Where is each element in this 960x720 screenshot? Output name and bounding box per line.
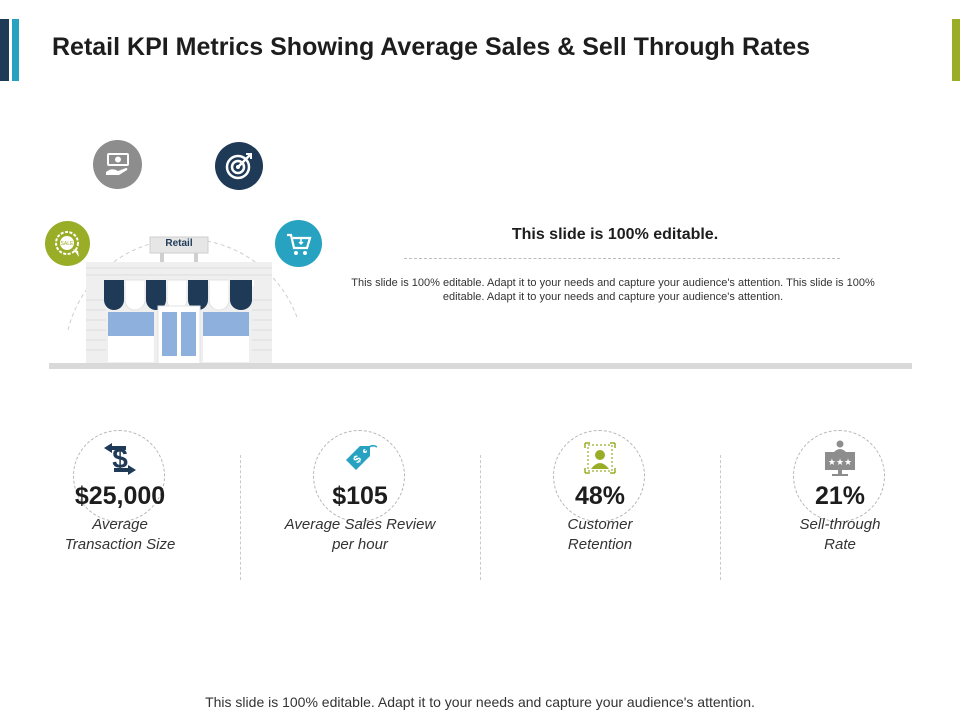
retail-scene: Retail SALE xyxy=(45,140,322,365)
accent-bar-green xyxy=(952,19,960,81)
svg-text:SALE: SALE xyxy=(60,241,73,247)
kpi-label-line: per hour xyxy=(332,536,388,553)
kpi-ring xyxy=(553,430,645,522)
kpi-value: 48% xyxy=(574,482,626,510)
kpi-label: Sell-through Rate xyxy=(735,515,945,555)
sale-seal-icon: SALE xyxy=(45,221,90,266)
kpi-label: Average Sales Review per hour xyxy=(255,515,465,555)
svg-text:★★★: ★★★ xyxy=(828,458,852,468)
kpi-separator xyxy=(480,455,481,580)
kpi-ring xyxy=(793,430,885,522)
svg-text:$: $ xyxy=(112,443,128,474)
customer-icon xyxy=(580,438,620,478)
page-title: Retail KPI Metrics Showing Average Sales… xyxy=(52,33,811,61)
target-icon xyxy=(215,142,263,190)
store-sign-label: Retail xyxy=(165,238,193,249)
info-body: This slide is 100% editable. Adapt it to… xyxy=(351,277,875,303)
kpi-label-line: Average xyxy=(92,516,148,533)
dollar-exchange-icon: $ xyxy=(100,438,140,478)
kpi-label: Customer Retention xyxy=(495,515,705,555)
ground-line xyxy=(49,363,912,369)
kpi-value: $105 xyxy=(332,482,388,510)
price-tag-icon: $ xyxy=(340,438,380,478)
footer-note: This slide is 100% editable. Adapt it to… xyxy=(205,694,755,710)
money-hand-icon xyxy=(93,140,142,189)
kpi-separator xyxy=(720,455,721,580)
shopping-cart-icon xyxy=(275,220,322,267)
kpi-label-line: Rate xyxy=(824,536,856,553)
kpi-label-line: Customer xyxy=(567,516,633,533)
kpi-label-line: Average Sales Review xyxy=(284,516,436,533)
rating-board-icon: ★★★ xyxy=(820,438,860,478)
kpi-ring xyxy=(73,430,165,522)
accent-bar-navy xyxy=(0,19,9,81)
kpi-label-line: Transaction Size xyxy=(64,536,176,553)
kpi-separator xyxy=(240,455,241,580)
kpi-value: 21% xyxy=(814,482,866,510)
info-divider xyxy=(404,258,840,259)
kpi-value: $25,000 xyxy=(74,482,166,510)
info-heading: This slide is 100% editable. xyxy=(511,226,719,243)
kpi-label-line: Sell-through xyxy=(799,516,881,533)
accent-bar-teal xyxy=(12,19,19,81)
kpi-label: Average Transaction Size xyxy=(15,515,225,555)
kpi-label-line: Retention xyxy=(567,536,633,553)
kpi-ring xyxy=(313,430,405,522)
store-building xyxy=(86,236,272,365)
